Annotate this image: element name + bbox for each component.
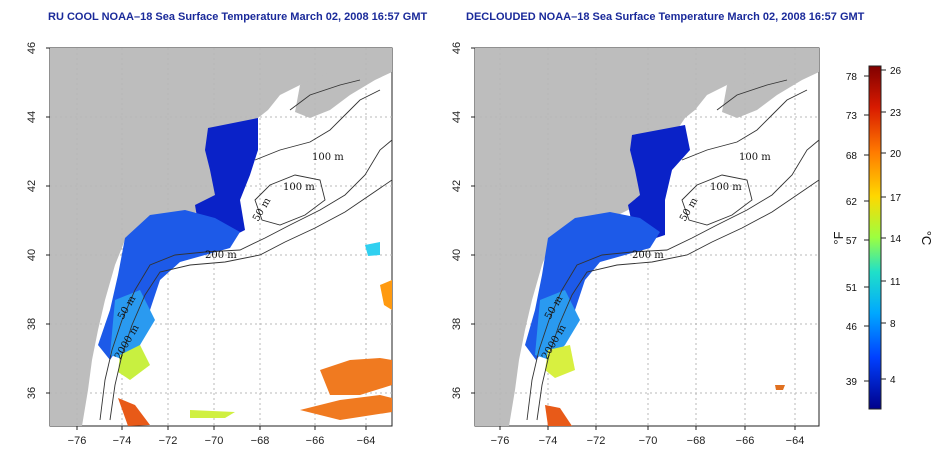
cb-f-tick-57: 57 xyxy=(846,236,858,247)
cb-c-tick-4: 4 xyxy=(890,375,896,386)
lon-tick-right-66: −66 xyxy=(736,435,755,447)
lon-tick-right-70: −70 xyxy=(639,435,658,447)
cb-f-tick-46: 46 xyxy=(846,322,858,333)
colorbar-gradient xyxy=(868,65,882,410)
bathymetry-contours-right xyxy=(526,79,819,421)
cb-c-tick-14: 14 xyxy=(890,234,902,245)
lon-tick-left-64: −64 xyxy=(357,435,376,447)
lat-tick-left-40: 40 xyxy=(26,249,38,261)
sst-shelf-edge-left xyxy=(110,290,155,360)
lat-tick-right-44: 44 xyxy=(451,111,463,123)
lon-tick-left-70: −70 xyxy=(205,435,224,447)
lat-tick-left-46: 46 xyxy=(26,42,38,54)
cb-c-tick-20: 20 xyxy=(890,149,902,160)
lon-tick-left-74: −74 xyxy=(113,435,132,447)
lat-tick-right-36: 36 xyxy=(451,387,463,399)
cb-f-tick-39: 39 xyxy=(846,377,858,388)
cb-f-tick-73: 73 xyxy=(846,111,858,122)
sst-warm-patches-left xyxy=(300,358,392,420)
lat-tick-left-42: 42 xyxy=(26,180,38,192)
cb-c-tick-17: 17 xyxy=(890,193,902,204)
contour-label-left-4: 200 m xyxy=(205,250,237,261)
lat-ticks-right: 46 44 42 40 38 36 xyxy=(451,42,463,399)
sst-gulfstream-right xyxy=(545,405,572,426)
sst-cold-gulf-of-maine-right xyxy=(628,125,690,240)
lon-ticks-left: −76 −74 −72 −70 −68 −66 −64 xyxy=(68,435,376,447)
lat-tick-left-44: 44 xyxy=(26,111,38,123)
sst-shelf-edge-right xyxy=(535,290,580,360)
lon-tick-left-72: −72 xyxy=(159,435,178,447)
lon-tick-left-76: −76 xyxy=(68,435,87,447)
lat-tick-left-36: 36 xyxy=(26,387,38,399)
cb-c-tick-26: 26 xyxy=(890,66,902,77)
sst-cyan-patch-left xyxy=(365,242,380,256)
lat-tick-right-46: 46 xyxy=(451,42,463,54)
sst-gulfstream-left xyxy=(118,398,150,426)
cb-f-tick-68: 68 xyxy=(846,151,858,162)
map-panel-left: 100 m 100 m 50 m 200 m 50 m 2000 m 46 44… xyxy=(26,42,393,447)
sst-cold-gulf-of-maine-left xyxy=(195,118,258,245)
sst-small-patch-right xyxy=(775,385,785,390)
lon-ticks-right: −76 −74 −72 −70 −68 −66 −64 xyxy=(491,435,805,447)
nova-scotia-land-left xyxy=(295,60,392,118)
lon-tick-right-72: −72 xyxy=(587,435,606,447)
lat-tick-right-38: 38 xyxy=(451,318,463,330)
colorbar: 78 73 68 62 57 51 46 39 26 23 20 17 14 1… xyxy=(831,65,934,410)
tick-marks-left xyxy=(46,47,367,430)
cb-c-tick-23: 23 xyxy=(890,108,902,119)
lat-tick-right-40: 40 xyxy=(451,249,463,261)
lon-tick-right-74: −74 xyxy=(539,435,558,447)
sst-small-patch-left xyxy=(190,410,235,418)
lat-tick-right-42: 42 xyxy=(451,180,463,192)
contour-label-left-1: 100 m xyxy=(312,152,344,163)
lon-tick-right-76: −76 xyxy=(491,435,510,447)
cb-c-tick-11: 11 xyxy=(890,277,901,288)
colorbar-celsius-ticks: 26 23 20 17 14 11 8 4 xyxy=(890,66,902,386)
lon-tick-right-68: −68 xyxy=(687,435,706,447)
bathymetry-contours-left xyxy=(99,79,392,421)
sst-warm-slope-left xyxy=(118,345,150,380)
lon-tick-left-66: −66 xyxy=(306,435,325,447)
lat-tick-left-38: 38 xyxy=(26,318,38,330)
cb-c-tick-8: 8 xyxy=(890,319,896,330)
contour-label-right-1: 100 m xyxy=(739,152,771,163)
contour-label-left-2: 100 m xyxy=(283,182,315,193)
map-title-right: DECLOUDED NOAA–18 Sea Surface Temperatur… xyxy=(466,11,865,23)
lat-ticks-left: 46 44 42 40 38 36 xyxy=(26,42,38,399)
cb-f-tick-78: 78 xyxy=(846,72,858,83)
contour-label-right-4: 200 m xyxy=(632,250,664,261)
lon-tick-left-68: −68 xyxy=(251,435,270,447)
colorbar-fahrenheit-ticks: 78 73 68 62 57 51 46 39 xyxy=(846,72,858,388)
tick-marks-right xyxy=(471,47,796,430)
colorbar-tick-marks xyxy=(864,69,886,382)
contour-label-right-2: 100 m xyxy=(710,182,742,193)
cb-f-tick-51: 51 xyxy=(846,283,858,294)
colorbar-unit-fahrenheit: °F xyxy=(831,231,846,244)
cb-f-tick-62: 62 xyxy=(846,197,858,208)
land-mass-left xyxy=(50,48,392,426)
land-mass-right xyxy=(475,48,819,426)
sst-warm-slope-right xyxy=(545,345,575,378)
colorbar-unit-celsius: °C xyxy=(919,231,934,246)
map-title-left: RU COOL NOAA–18 Sea Surface Temperature … xyxy=(48,11,428,23)
sst-eastern-patch-left xyxy=(380,280,392,310)
lon-tick-right-64: −64 xyxy=(786,435,805,447)
map-panel-right: 100 m 100 m 50 m 200 m 50 m 2000 m 46 44… xyxy=(451,42,820,447)
